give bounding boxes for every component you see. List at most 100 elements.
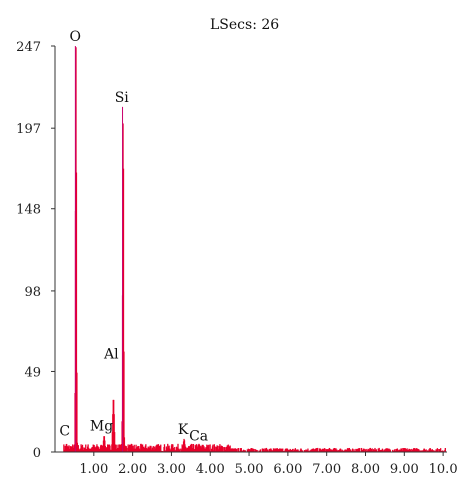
- spectrum-bar: [116, 444, 118, 452]
- spectrum-bar: [400, 448, 403, 452]
- spectrum-bar: [75, 172, 78, 452]
- spectrum-bar: [384, 450, 386, 452]
- peak-lines: [74, 46, 124, 452]
- spectrum-bar: [368, 449, 370, 452]
- spectrum-bar: [388, 448, 390, 452]
- spectrum-bar: [137, 445, 139, 452]
- spectrum-bar: [270, 448, 272, 452]
- spectrum-bar: [331, 450, 334, 452]
- spectrum-bar: [307, 448, 309, 452]
- spectrum-bar: [180, 448, 182, 452]
- spectrum-bar: [85, 444, 87, 452]
- spectrum-bar: [165, 446, 167, 452]
- spectrum-bar: [154, 448, 156, 452]
- spectrum-bar: [370, 449, 372, 452]
- spectrum-bar: [413, 448, 415, 452]
- spectrum-bar: [230, 448, 232, 452]
- spectrum-bar: [419, 450, 421, 452]
- spectrum-bar: [169, 448, 171, 452]
- spectrum-bar: [320, 449, 322, 452]
- peak-label-c: C: [59, 424, 70, 440]
- spectrum-bar: [126, 447, 128, 452]
- spectrum-bar: [297, 449, 299, 452]
- spectrum-bar: [96, 444, 98, 452]
- spectrum-bar: [416, 448, 418, 452]
- spectrum-bar: [244, 450, 246, 452]
- spectrum-bar: [217, 445, 219, 452]
- spectrum-bar: [309, 450, 311, 452]
- spectrum-bar: [101, 445, 103, 452]
- spectrum-bar: [313, 449, 315, 452]
- spectrum-bar: [133, 444, 135, 452]
- spectrum-bar: [212, 444, 214, 452]
- spectrum-bar: [292, 448, 294, 452]
- spectrum-bar: [117, 447, 119, 452]
- spectrum-bar: [77, 445, 79, 452]
- spectrum-bar: [240, 448, 242, 452]
- spectrum-bar: [236, 449, 238, 452]
- spectrum-bar: [356, 448, 358, 452]
- y-tick-label: 247: [16, 40, 41, 55]
- spectrum-bar: [172, 447, 174, 452]
- x-tick-label: 4.00: [196, 462, 225, 477]
- spectrum-bar: [382, 450, 384, 452]
- x-tick-label: 2.00: [118, 462, 147, 477]
- spectrum-bar: [351, 448, 354, 452]
- x-tick-label: 1.00: [79, 462, 108, 477]
- spectrum-bar: [286, 448, 289, 452]
- spectrum-bar: [210, 448, 213, 452]
- spectrum-bar: [428, 449, 430, 452]
- spectrum-bar: [259, 449, 262, 452]
- y-tick-label: 98: [24, 285, 41, 300]
- spectrum-bar: [190, 443, 193, 452]
- spectrum-bar: [150, 445, 152, 452]
- spectrum-bar: [202, 444, 204, 452]
- peak-label-si: Si: [115, 90, 130, 106]
- spectrum-bar: [444, 448, 446, 452]
- spectrum-bar: [380, 449, 382, 452]
- spectrum-bar: [316, 448, 318, 452]
- spectrum-bar: [178, 449, 181, 452]
- spectrum-bar: [403, 448, 405, 452]
- spectrum-bar: [196, 445, 198, 452]
- spectrum-bar: [392, 449, 394, 452]
- spectrum-bar: [78, 449, 80, 452]
- spectrum-bar: [208, 444, 210, 452]
- spectrum-bar: [141, 444, 144, 452]
- spectrum-bar: [282, 448, 284, 452]
- spectrum-bar: [243, 449, 245, 452]
- spectrum-bar: [114, 444, 117, 452]
- spectrum-bar: [347, 448, 349, 452]
- y-tick-label: 148: [16, 203, 41, 218]
- spectrum-bar: [426, 450, 429, 452]
- spectrum-bar: [423, 448, 426, 452]
- x-tick-label: 3.00: [157, 462, 186, 477]
- spectrum-bar: [417, 448, 419, 452]
- spectrum-bar: [138, 448, 140, 452]
- spectrum-bar: [406, 448, 408, 452]
- spectrum-bar: [440, 448, 442, 452]
- spectrum-bar: [145, 448, 147, 452]
- spectrum-bar: [262, 448, 264, 452]
- spectrum-bar: [142, 446, 145, 452]
- spectrum-bar: [379, 449, 381, 452]
- spectrum-bar: [304, 450, 306, 452]
- spectrum-bar: [385, 448, 387, 452]
- spectrum-bar: [267, 450, 269, 452]
- spectrum-bar: [123, 351, 125, 452]
- spectrum-bar: [237, 448, 240, 452]
- spectrum-bar: [436, 448, 439, 452]
- spectrum-bar: [327, 449, 329, 452]
- spectrum-bar: [76, 442, 79, 452]
- peak-label-k: K: [178, 422, 189, 438]
- spectrum-bar: [418, 449, 420, 452]
- spectrum-bar: [324, 448, 326, 452]
- spectrum-bar: [204, 448, 206, 452]
- spectrum-bar: [160, 444, 162, 452]
- spectrum-bar: [119, 444, 121, 452]
- spectrum-bar: [338, 450, 340, 452]
- spectrum-bar: [374, 447, 376, 452]
- spectrum-bar: [106, 447, 108, 452]
- spectrum-bar: [317, 447, 319, 452]
- x-tick-label: 8.00: [351, 462, 380, 477]
